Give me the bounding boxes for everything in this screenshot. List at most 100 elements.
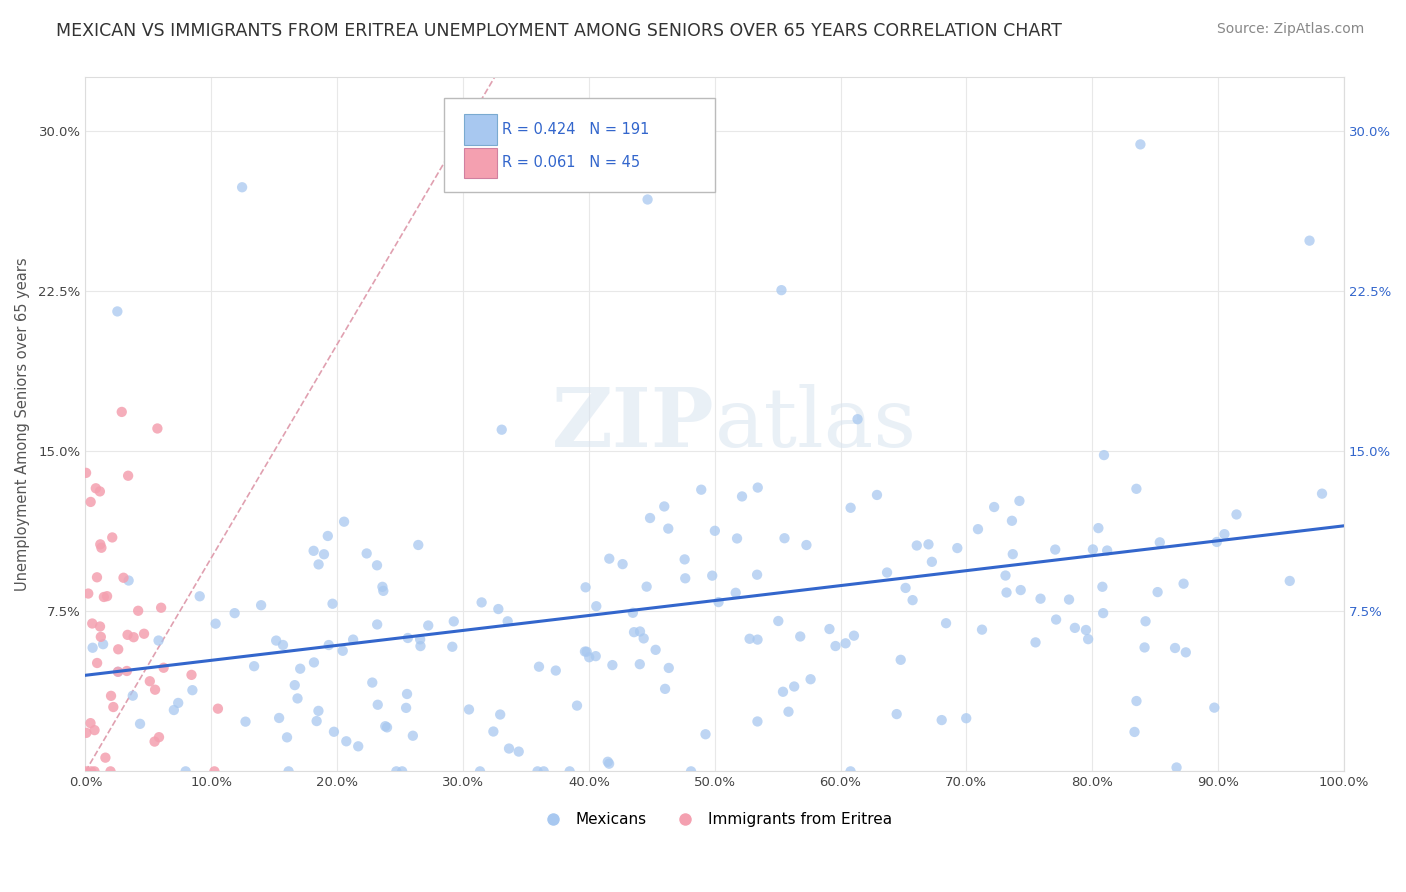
- Point: [658, 661, 681, 675]
- Point: [367, 698, 389, 712]
- Point: [90, 630, 112, 644]
- Point: [150, 600, 173, 615]
- Point: [637, 193, 659, 207]
- Point: [84, 481, 107, 495]
- Point: [921, 555, 943, 569]
- Point: [946, 541, 969, 555]
- Point: [703, 524, 725, 538]
- Point: [373, 583, 395, 598]
- Text: MEXICAN VS IMMIGRANTS FROM ERITREA UNEMPLOYMENT AMONG SENIORS OVER 65 YEARS CORR: MEXICAN VS IMMIGRANTS FROM ERITREA UNEMP…: [56, 22, 1062, 40]
- Point: [117, 574, 139, 588]
- Point: [486, 602, 509, 616]
- Point: [224, 606, 246, 620]
- Point: [994, 568, 1017, 582]
- Point: [834, 636, 856, 650]
- Point: [1010, 583, 1032, 598]
- Point: [1135, 615, 1157, 629]
- Point: [1310, 486, 1333, 500]
- Point: [356, 546, 378, 560]
- Point: [342, 632, 364, 647]
- Point: [277, 764, 299, 779]
- Point: [747, 481, 769, 495]
- Point: [585, 649, 607, 664]
- Point: [890, 653, 912, 667]
- Point: [533, 764, 555, 779]
- Text: R = 0.061   N = 45: R = 0.061 N = 45: [502, 155, 640, 170]
- Point: [93, 590, 115, 604]
- Point: [391, 764, 413, 779]
- Point: [983, 500, 1005, 514]
- Point: [800, 672, 823, 686]
- Point: [312, 547, 335, 561]
- Point: [207, 701, 229, 715]
- Point: [79, 716, 101, 731]
- Point: [231, 180, 253, 194]
- Point: [894, 581, 917, 595]
- Y-axis label: Unemployment Among Seniors over 65 years: Unemployment Among Seniors over 65 years: [15, 258, 30, 591]
- Point: [1146, 585, 1168, 599]
- Point: [396, 631, 419, 645]
- Point: [1077, 632, 1099, 647]
- Point: [1087, 521, 1109, 535]
- Point: [558, 764, 581, 779]
- Point: [1008, 494, 1031, 508]
- Point: [406, 538, 429, 552]
- Point: [931, 713, 953, 727]
- Point: [628, 624, 651, 639]
- Point: [86, 570, 108, 584]
- Point: [308, 558, 330, 572]
- Point: [1091, 580, 1114, 594]
- FancyBboxPatch shape: [464, 147, 496, 178]
- Point: [995, 585, 1018, 599]
- Point: [707, 595, 730, 609]
- Point: [271, 638, 294, 652]
- Point: [866, 488, 889, 502]
- Point: [90, 541, 112, 555]
- Point: [725, 532, 748, 546]
- Point: [290, 662, 312, 676]
- Point: [673, 552, 696, 566]
- Point: [302, 544, 325, 558]
- Point: [496, 615, 519, 629]
- Point: [1045, 542, 1067, 557]
- Point: [121, 689, 143, 703]
- Point: [132, 626, 155, 640]
- Point: [1125, 694, 1147, 708]
- Point: [585, 599, 607, 614]
- Point: [129, 716, 152, 731]
- Point: [526, 764, 548, 779]
- Point: [679, 764, 702, 779]
- Point: [243, 659, 266, 673]
- Point: [75, 466, 97, 480]
- Point: [305, 714, 328, 728]
- Point: [842, 629, 865, 643]
- FancyBboxPatch shape: [444, 98, 714, 192]
- Point: [100, 689, 122, 703]
- Point: [79, 495, 101, 509]
- Point: [702, 568, 724, 582]
- Point: [1173, 576, 1195, 591]
- Point: [1057, 592, 1080, 607]
- Point: [269, 711, 291, 725]
- Point: [264, 633, 287, 648]
- Point: [163, 703, 186, 717]
- Point: [1174, 645, 1197, 659]
- Point: [335, 734, 357, 748]
- Point: [94, 750, 117, 764]
- Point: [575, 645, 598, 659]
- Point: [276, 731, 298, 745]
- Point: [1025, 635, 1047, 649]
- Point: [83, 764, 105, 779]
- Point: [724, 586, 747, 600]
- Point: [955, 711, 977, 725]
- Point: [544, 664, 567, 678]
- Point: [1213, 527, 1236, 541]
- Point: [796, 538, 818, 552]
- Point: [1225, 508, 1247, 522]
- Text: atlas: atlas: [714, 384, 917, 465]
- Point: [468, 764, 491, 779]
- Point: [1001, 514, 1024, 528]
- Point: [917, 537, 939, 551]
- Point: [1074, 623, 1097, 637]
- Point: [91, 637, 114, 651]
